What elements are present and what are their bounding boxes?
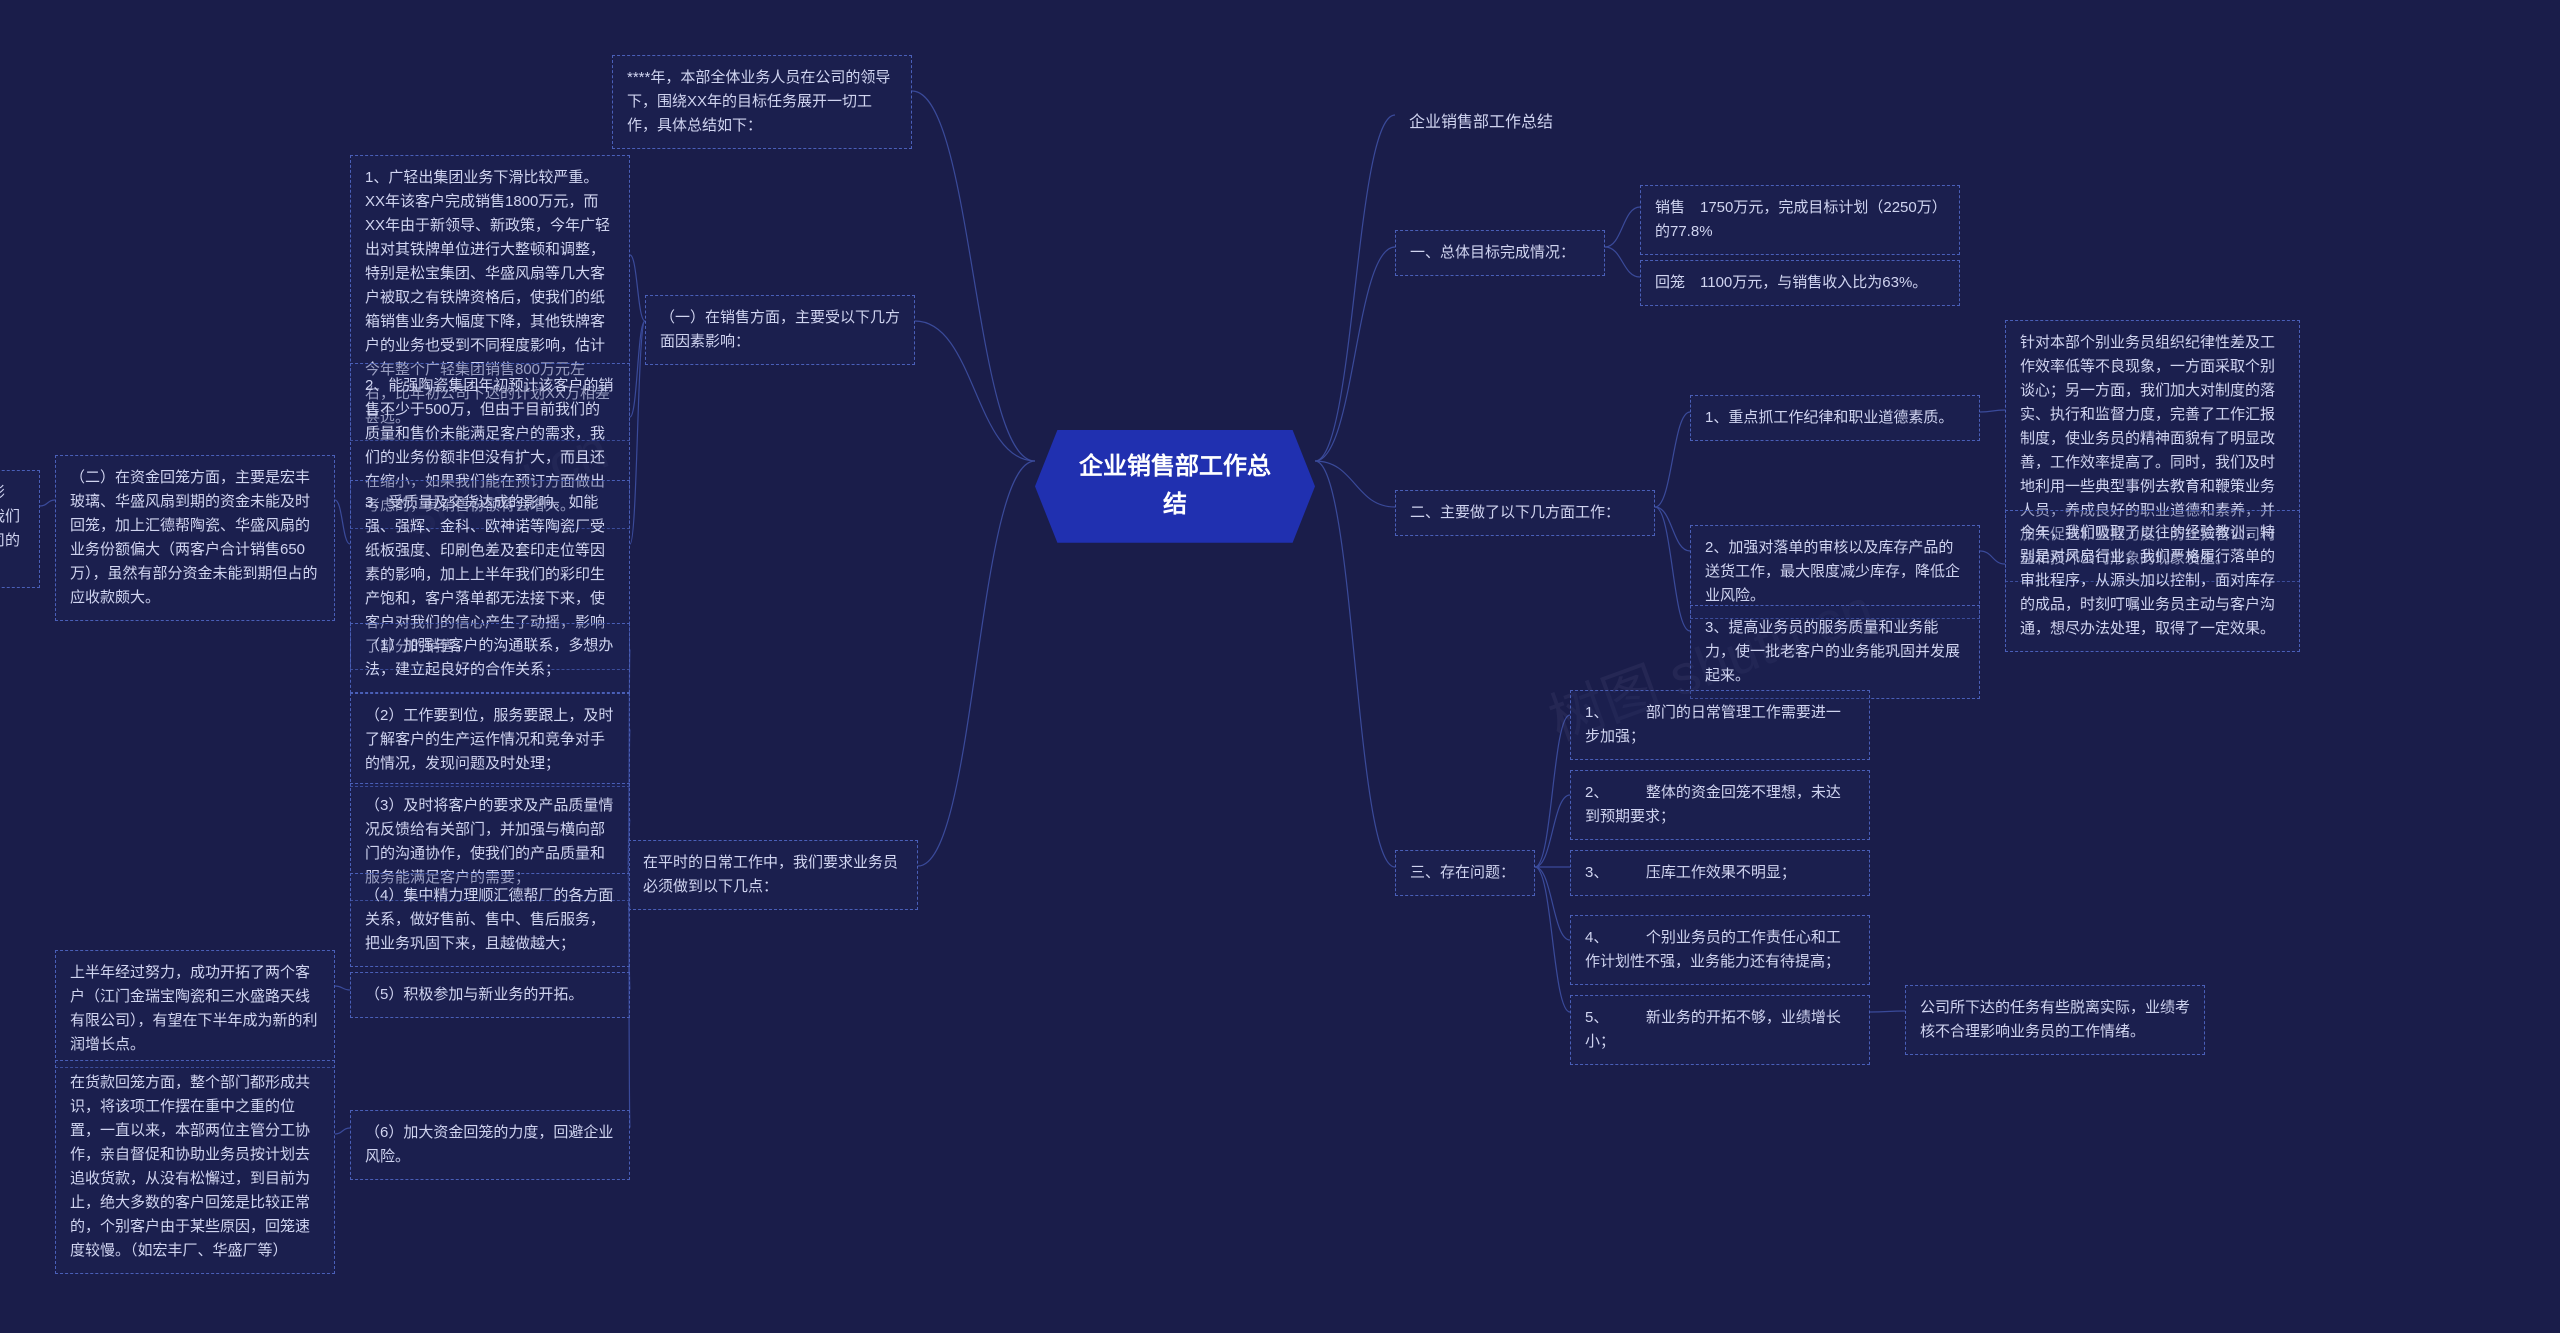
mindmap-node: 3、 压库工作效果不明显；	[1570, 850, 1870, 896]
mindmap-node: （4）集中精力理顺汇德帮厂的各方面关系，做好售前、售中、售后服务，把业务巩固下来…	[350, 873, 630, 967]
mindmap-node: （二）在资金回笼方面，主要是宏丰玻璃、华盛风扇到期的资金未能及时回笼，加上汇德帮…	[55, 455, 335, 621]
mindmap-node: 一、总体目标完成情况：	[1395, 230, 1605, 276]
mindmap-node: 企业销售部工作总结	[1395, 100, 1595, 146]
mindmap-node: 5、 新业务的开拓不够，业绩增长小；	[1570, 995, 1870, 1065]
mindmap-node: 1、 部门的日常管理工作需要进一步加强；	[1570, 690, 1870, 760]
mindmap-node: 1、重点抓工作纪律和职业道德素质。	[1690, 395, 1980, 441]
mindmap-node: ****年，本部全体业务人员在公司的领导下，围绕XX年的目标任务展开一切工作，具…	[612, 55, 912, 149]
mindmap-node: 企业销售部工作总结	[1035, 430, 1315, 543]
mindmap-node: （1）加强与客户的沟通联系，多想办法，建立起良好的合作关系；	[350, 623, 630, 693]
mindmap-node: 在平时的日常工作中，我们要求业务员必须做到以下几点：	[628, 840, 918, 910]
mindmap-node: 4、 个别业务员的工作责任心和工作计划性不强，业务能力还有待提高；	[1570, 915, 1870, 985]
mindmap-node: 三、存在问题：	[1395, 850, 1535, 896]
mindmap-node: （5）积极参加与新业务的开拓。	[350, 972, 630, 1018]
mindmap-node: 销售 1750万元，完成目标计划（2250万）的77.8%	[1640, 185, 1960, 255]
mindmap-node: 3、提高业务员的服务质量和业务能力，使一批老客户的业务能巩固并发展起来。	[1690, 605, 1980, 699]
mindmap-node: 上半年经过努力，成功开拓了两个客户（江门金瑞宝陶瓷和三水盛路天线有限公司），有望…	[55, 950, 335, 1068]
mindmap-node: （一）在销售方面，主要受以下几方面因素影响：	[645, 295, 915, 365]
mindmap-node: 另外，受社会极大市场环境的影响，普遍客户支付延期，造成我们的回笼计划不准时，影响…	[0, 470, 40, 588]
mindmap-node: （2）工作要到位，服务要跟上，及时了解客户的生产运作情况和竞争对手的情况，发现问…	[350, 693, 630, 787]
mindmap-node: 回笼 1100万元，与销售收入比为63%。	[1640, 260, 1960, 306]
mindmap-node: 在货款回笼方面，整个部门都形成共识，将该项工作摆在重中之重的位置，一直以来，本部…	[55, 1060, 335, 1274]
mindmap-node: （6）加大资金回笼的力度，回避企业风险。	[350, 1110, 630, 1180]
mindmap-node: 2、 整体的资金回笼不理想，未达到预期要求；	[1570, 770, 1870, 840]
mindmap-node: 公司所下达的任务有些脱离实际，业绩考核不合理影响业务员的工作情绪。	[1905, 985, 2205, 1055]
mindmap-node: 二、主要做了以下几方面工作：	[1395, 490, 1655, 536]
mindmap-node: 今年，我们吸取了以往的经验教训，特别是对风扇行业，我们严格履行落单的审批程序，从…	[2005, 510, 2300, 652]
